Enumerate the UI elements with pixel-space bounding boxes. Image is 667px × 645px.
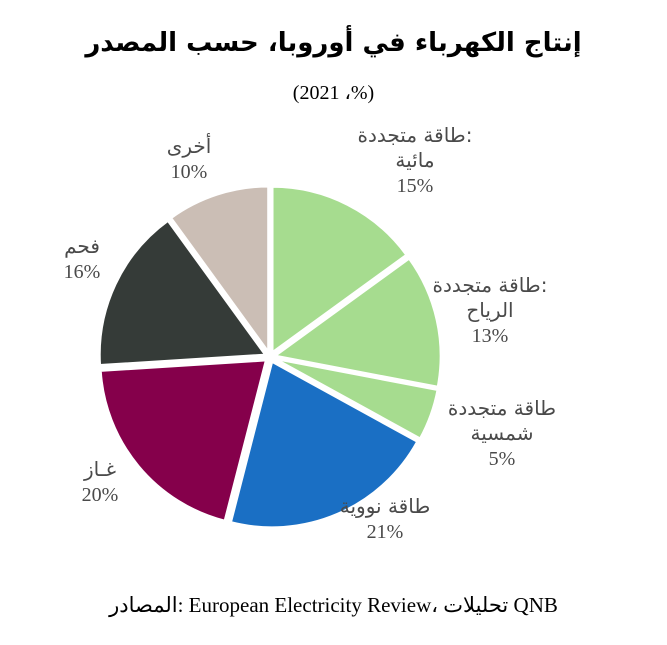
slice-category-label: طاقة متجددة: xyxy=(358,123,473,147)
chart-title: إنتاج الكهرباء في أوروبا، حسب المصدر xyxy=(85,28,582,58)
slice-value-label: 20% xyxy=(82,484,119,506)
pie-slice xyxy=(271,256,443,389)
slice-category-label: أخرى xyxy=(167,133,212,158)
pie-slice xyxy=(229,359,420,529)
slice-category-label: الرياح xyxy=(466,298,513,322)
slice-category-label: فحم xyxy=(64,234,100,258)
slice-value-label: 16% xyxy=(64,261,101,283)
pie-slice xyxy=(274,357,440,441)
slice-category-label: غـاز xyxy=(83,457,116,481)
slice-category-label: مائية xyxy=(395,148,434,172)
pie-slice xyxy=(98,218,268,367)
slice-category-label: شمسية xyxy=(471,421,534,445)
slice-value-label: 5% xyxy=(489,448,516,470)
pie-slice xyxy=(99,358,268,523)
slice-category-label: طاقة متجددة xyxy=(448,396,556,420)
source-note: المصادر: European Electricity Review، تح… xyxy=(109,593,558,617)
slice-value-label: 10% xyxy=(171,161,208,183)
pie-slices xyxy=(98,184,443,529)
slice-value-label: 21% xyxy=(367,521,404,543)
chart-subtitle: (2021 ،%) xyxy=(292,82,375,104)
pie-slice xyxy=(271,185,409,355)
slice-category-label: طاقة متجددة: xyxy=(433,273,548,297)
slice-value-label: 13% xyxy=(472,325,509,347)
slice-category-label: طاقة نووية xyxy=(340,494,431,518)
slice-value-label: 15% xyxy=(397,175,434,197)
pie-slice xyxy=(169,184,270,357)
